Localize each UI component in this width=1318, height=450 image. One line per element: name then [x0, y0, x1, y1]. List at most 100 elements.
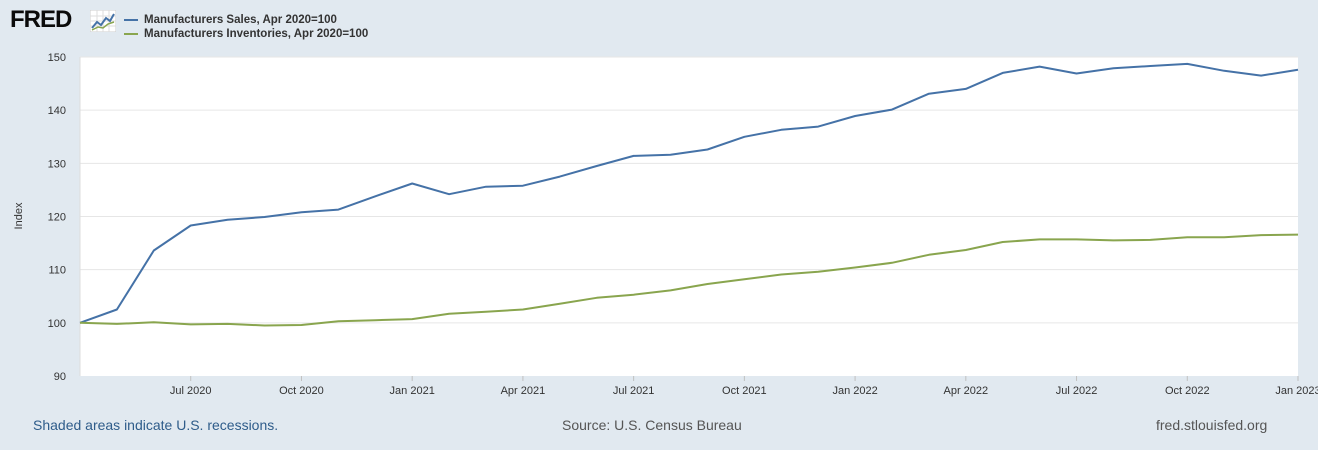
data-point-sales[interactable] — [483, 184, 489, 190]
y-tick-label: 110 — [48, 265, 66, 277]
data-point-sales[interactable] — [668, 152, 674, 158]
data-point-sales[interactable] — [151, 248, 157, 254]
legend-item-inventories[interactable]: Manufacturers Inventories, Apr 2020=100 — [124, 27, 368, 41]
data-point-sales[interactable] — [1111, 65, 1117, 71]
fred-logo[interactable]: FRED — [10, 6, 116, 34]
data-point-inventories[interactable] — [299, 322, 305, 328]
data-point-inventories[interactable] — [668, 287, 674, 293]
data-point-sales[interactable] — [299, 209, 305, 215]
data-point-sales[interactable] — [1074, 71, 1080, 77]
x-tick-label: Jul 2022 — [1056, 385, 1098, 397]
data-point-inventories[interactable] — [1221, 234, 1227, 240]
y-axis-label: Index — [13, 202, 25, 229]
data-point-inventories[interactable] — [1258, 232, 1264, 238]
data-point-inventories[interactable] — [188, 321, 194, 327]
data-point-inventories[interactable] — [262, 323, 268, 329]
legend-label-inventories: Manufacturers Inventories, Apr 2020=100 — [144, 28, 369, 40]
data-point-inventories[interactable] — [1037, 236, 1043, 242]
data-point-sales[interactable] — [778, 127, 784, 133]
data-point-inventories[interactable] — [1147, 237, 1153, 243]
series-line-sales[interactable] — [79, 62, 1299, 324]
data-point-inventories[interactable] — [594, 295, 600, 301]
x-tick-label: Apr 2022 — [943, 385, 988, 397]
data-point-inventories[interactable] — [963, 247, 969, 253]
data-point-sales[interactable] — [1037, 64, 1043, 70]
data-point-sales[interactable] — [557, 174, 563, 180]
data-point-sales[interactable] — [114, 307, 120, 313]
data-point-sales[interactable] — [705, 147, 711, 153]
series-line-inventories[interactable] — [79, 233, 1299, 327]
data-point-sales[interactable] — [225, 217, 231, 223]
data-point-inventories[interactable] — [446, 311, 452, 317]
x-tick-label: Jan 2021 — [390, 385, 435, 397]
data-point-sales[interactable] — [1258, 73, 1264, 79]
data-point-inventories[interactable] — [631, 292, 637, 298]
data-point-inventories[interactable] — [852, 265, 858, 271]
data-point-sales[interactable] — [446, 191, 452, 197]
data-point-sales[interactable] — [409, 181, 415, 187]
data-point-sales[interactable] — [1295, 67, 1301, 73]
data-point-sales[interactable] — [852, 113, 858, 119]
recessions-note[interactable]: Shaded areas indicate U.S. recessions. — [33, 417, 279, 433]
data-point-inventories[interactable] — [483, 309, 489, 315]
data-point-inventories[interactable] — [1111, 237, 1117, 243]
x-axis-ticks: Jul 2020 Oct 2020 Jan 2021 Apr 2021 Jul 2021… — [170, 376, 1318, 397]
data-point-inventories[interactable] — [225, 321, 231, 327]
x-tick-label: Oct 2021 — [722, 385, 767, 397]
data-point-sales[interactable] — [594, 163, 600, 169]
data-point-inventories[interactable] — [77, 320, 83, 326]
legend-swatch-sales — [124, 19, 138, 21]
data-point-sales[interactable] — [631, 153, 637, 159]
data-point-inventories[interactable] — [741, 276, 747, 282]
data-point-inventories[interactable] — [1000, 239, 1006, 245]
data-point-inventories[interactable] — [926, 252, 932, 258]
y-tick-label: 100 — [48, 318, 66, 330]
data-point-sales[interactable] — [262, 214, 268, 220]
data-point-inventories[interactable] — [778, 272, 784, 278]
x-tick-label: Oct 2020 — [279, 385, 324, 397]
data-point-sales[interactable] — [1184, 61, 1190, 67]
data-point-sales[interactable] — [1147, 63, 1153, 69]
data-point-inventories[interactable] — [889, 260, 895, 266]
logo-text: FRED — [10, 6, 72, 33]
data-point-inventories[interactable] — [520, 307, 526, 313]
data-point-sales[interactable] — [926, 91, 932, 97]
x-tick-label: Jan 2022 — [832, 385, 877, 397]
gridlines — [79, 56, 1298, 376]
y-tick-label: 140 — [48, 105, 66, 117]
data-point-sales[interactable] — [1000, 70, 1006, 76]
y-tick-label: 150 — [48, 52, 66, 64]
data-point-sales[interactable] — [963, 86, 969, 92]
data-point-inventories[interactable] — [151, 319, 157, 325]
y-tick-label: 130 — [48, 158, 66, 170]
legend-item-sales[interactable]: Manufacturers Sales, Apr 2020=100 — [124, 13, 368, 27]
data-point-sales[interactable] — [889, 107, 895, 113]
data-point-inventories[interactable] — [705, 281, 711, 287]
data-point-inventories[interactable] — [557, 301, 563, 307]
x-tick-label: Jul 2021 — [613, 385, 655, 397]
site-link[interactable]: fred.stlouisfed.org — [1156, 417, 1268, 433]
x-tick-label: Jan 2023 — [1275, 385, 1318, 397]
data-point-sales[interactable] — [335, 207, 341, 213]
data-point-sales[interactable] — [1221, 68, 1227, 74]
legend-label-sales: Manufacturers Sales, Apr 2020=100 — [144, 14, 337, 26]
data-point-inventories[interactable] — [372, 317, 378, 323]
data-point-inventories[interactable] — [409, 316, 415, 322]
data-point-inventories[interactable] — [114, 321, 120, 327]
series-lines — [77, 61, 1301, 329]
data-point-inventories[interactable] — [1295, 232, 1301, 238]
trend-line-icon — [90, 10, 116, 32]
data-point-sales[interactable] — [188, 223, 194, 229]
data-point-sales[interactable] — [520, 183, 526, 189]
data-point-sales[interactable] — [372, 193, 378, 199]
data-point-sales[interactable] — [741, 134, 747, 140]
data-point-sales[interactable] — [815, 124, 821, 130]
y-tick-label: 120 — [48, 212, 66, 224]
legend-swatch-inventories — [124, 33, 138, 35]
data-point-inventories[interactable] — [815, 269, 821, 275]
data-point-inventories[interactable] — [335, 318, 341, 324]
y-tick-label: 90 — [54, 371, 66, 383]
data-point-inventories[interactable] — [1074, 236, 1080, 242]
data-point-inventories[interactable] — [1184, 234, 1190, 240]
